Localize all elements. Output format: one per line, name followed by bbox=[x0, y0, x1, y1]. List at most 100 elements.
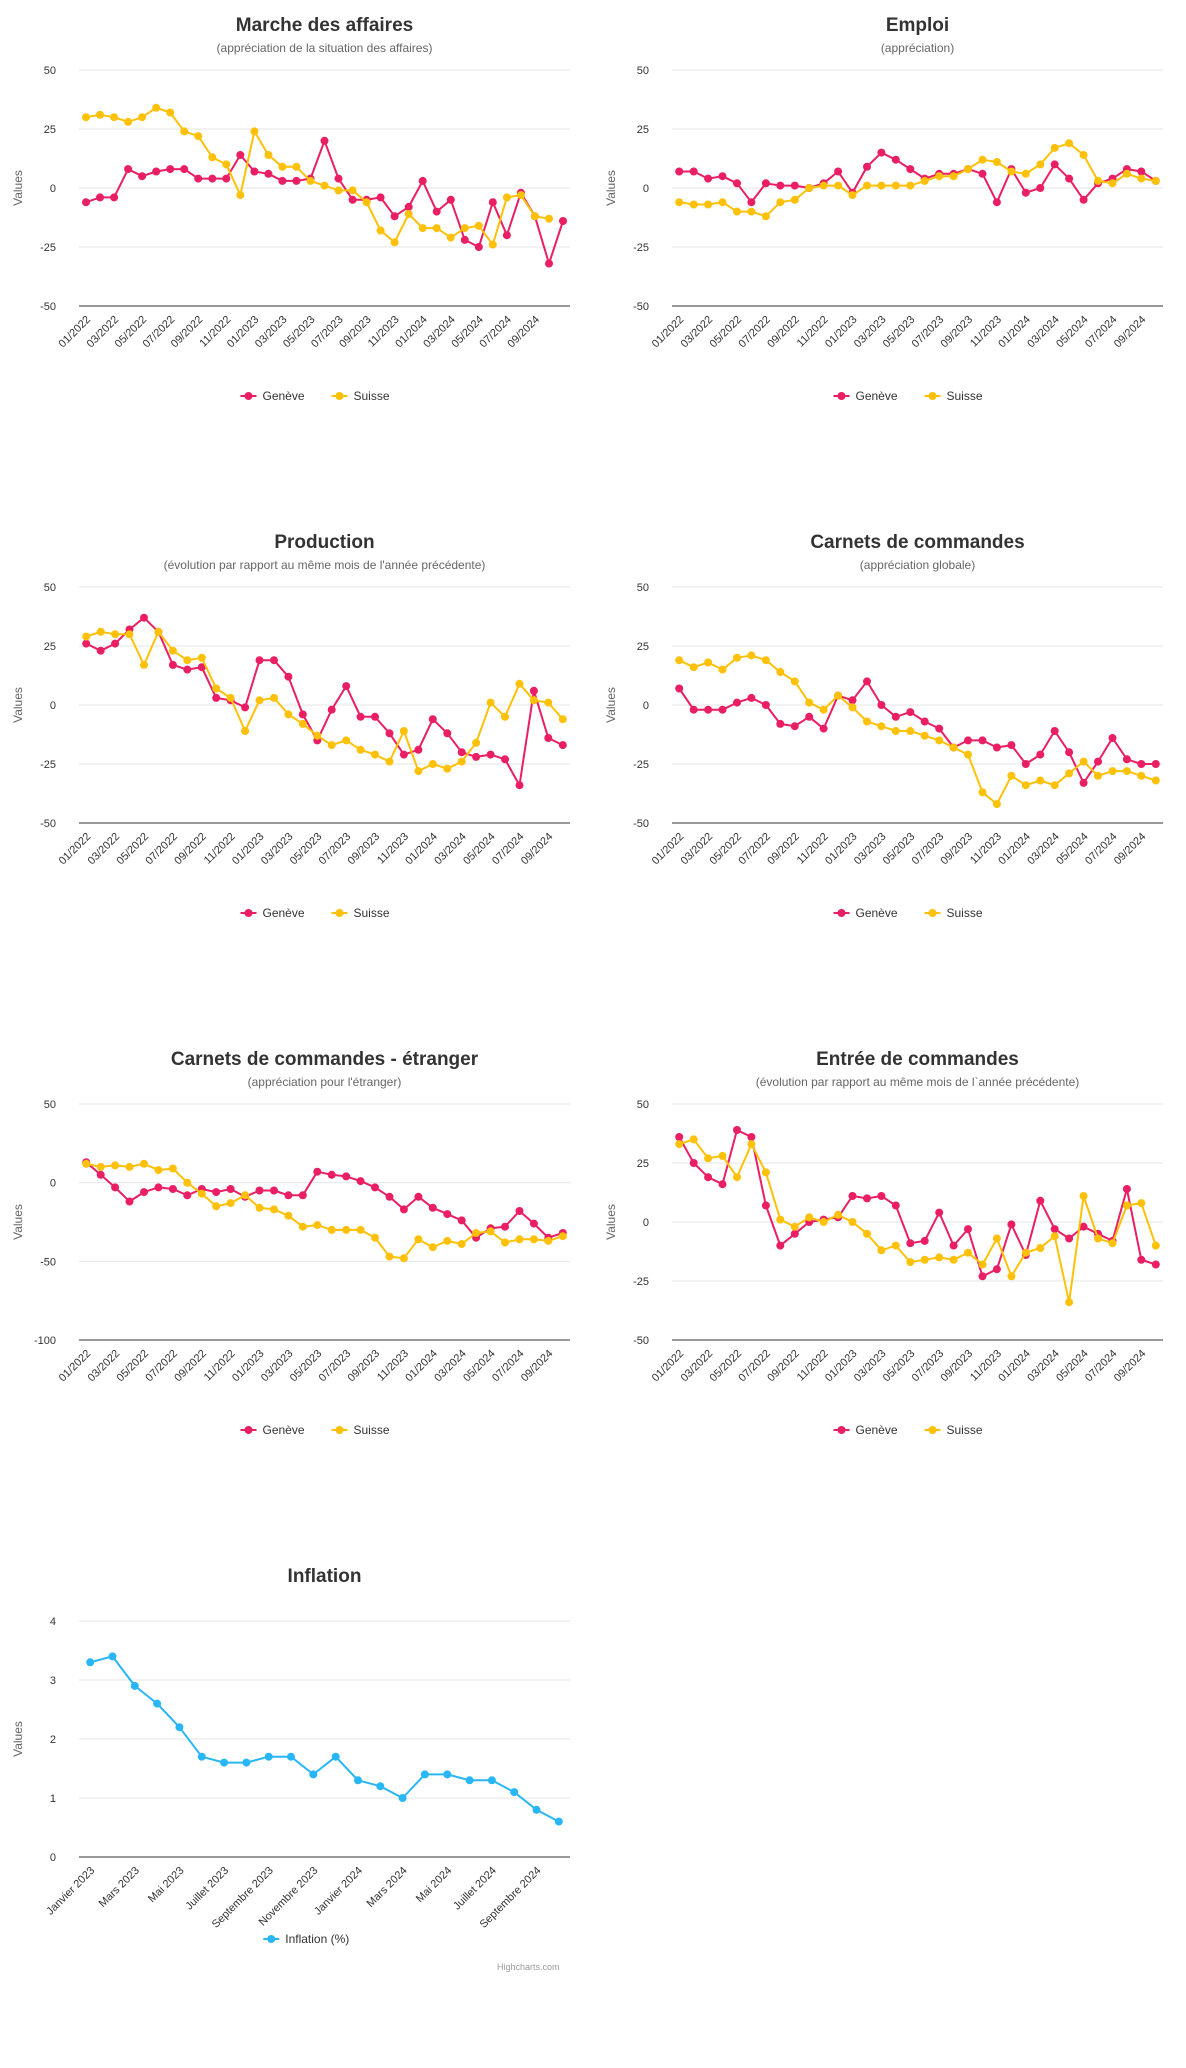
data-point[interactable] bbox=[486, 750, 495, 759]
data-point[interactable] bbox=[935, 1208, 944, 1217]
data-point[interactable] bbox=[689, 705, 698, 714]
legend-item-suisse[interactable]: Suisse bbox=[924, 389, 983, 403]
data-point[interactable] bbox=[465, 1776, 474, 1785]
data-point[interactable] bbox=[501, 1238, 509, 1247]
data-point[interactable] bbox=[949, 1241, 958, 1250]
data-point[interactable] bbox=[472, 1229, 481, 1237]
data-point[interactable] bbox=[704, 174, 713, 183]
data-point[interactable] bbox=[414, 767, 423, 776]
data-point[interactable] bbox=[270, 1205, 278, 1214]
data-point[interactable] bbox=[1079, 1192, 1088, 1200]
data-point[interactable] bbox=[992, 1265, 1001, 1274]
data-point[interactable] bbox=[834, 691, 843, 700]
data-point[interactable] bbox=[532, 1805, 541, 1814]
data-point[interactable] bbox=[776, 1215, 785, 1224]
data-point[interactable] bbox=[278, 176, 287, 185]
data-point[interactable] bbox=[1021, 760, 1030, 768]
data-point[interactable] bbox=[761, 179, 770, 188]
data-point[interactable] bbox=[704, 658, 713, 667]
data-point[interactable] bbox=[920, 176, 929, 185]
data-point[interactable] bbox=[264, 1752, 273, 1761]
data-point[interactable] bbox=[675, 656, 684, 665]
data-point[interactable] bbox=[124, 117, 133, 126]
data-point[interactable] bbox=[502, 193, 511, 202]
data-point[interactable] bbox=[270, 656, 278, 665]
data-point[interactable] bbox=[848, 191, 857, 200]
data-point[interactable] bbox=[1050, 781, 1059, 790]
data-point[interactable] bbox=[1079, 778, 1088, 787]
data-point[interactable] bbox=[327, 1170, 336, 1179]
data-point[interactable] bbox=[236, 191, 245, 200]
data-point[interactable] bbox=[964, 1225, 972, 1234]
data-point[interactable] bbox=[82, 198, 90, 207]
data-point[interactable] bbox=[675, 1140, 684, 1149]
data-point[interactable] bbox=[399, 750, 408, 759]
legend-item-geneve[interactable]: Genève bbox=[833, 389, 898, 403]
data-point[interactable] bbox=[111, 1183, 120, 1192]
data-point[interactable] bbox=[501, 712, 509, 721]
data-point[interactable] bbox=[1151, 176, 1160, 185]
data-point[interactable] bbox=[82, 639, 91, 648]
data-point[interactable] bbox=[747, 1133, 756, 1141]
data-point[interactable] bbox=[96, 110, 104, 119]
data-point[interactable] bbox=[457, 748, 466, 757]
data-point[interactable] bbox=[935, 172, 944, 181]
data-point[interactable] bbox=[790, 195, 799, 204]
data-point[interactable] bbox=[1137, 760, 1146, 768]
data-point[interactable] bbox=[222, 160, 231, 169]
data-point[interactable] bbox=[1137, 167, 1146, 176]
data-point[interactable] bbox=[385, 1192, 394, 1201]
data-point[interactable] bbox=[385, 729, 394, 738]
data-point[interactable] bbox=[935, 724, 944, 733]
data-point[interactable] bbox=[208, 153, 217, 162]
data-point[interactable] bbox=[342, 1172, 351, 1181]
data-point[interactable] bbox=[515, 1235, 524, 1244]
data-point[interactable] bbox=[805, 1213, 814, 1222]
data-point[interactable] bbox=[992, 743, 1001, 752]
data-point[interactable] bbox=[96, 1170, 105, 1179]
data-point[interactable] bbox=[1065, 748, 1074, 757]
data-point[interactable] bbox=[320, 181, 329, 190]
data-point[interactable] bbox=[220, 1758, 229, 1767]
data-point[interactable] bbox=[1122, 1201, 1131, 1210]
data-point[interactable] bbox=[154, 627, 163, 636]
data-point[interactable] bbox=[226, 1185, 235, 1193]
data-point[interactable] bbox=[334, 186, 343, 195]
data-point[interactable] bbox=[212, 1188, 221, 1197]
data-point[interactable] bbox=[819, 181, 828, 190]
data-point[interactable] bbox=[183, 1178, 192, 1187]
data-point[interactable] bbox=[1036, 1196, 1045, 1205]
data-point[interactable] bbox=[935, 736, 944, 745]
data-point[interactable] bbox=[110, 193, 119, 202]
data-point[interactable] bbox=[486, 1227, 495, 1236]
data-point[interactable] bbox=[138, 172, 147, 181]
data-point[interactable] bbox=[790, 677, 799, 686]
data-point[interactable] bbox=[168, 1185, 177, 1193]
data-point[interactable] bbox=[718, 665, 727, 674]
data-point[interactable] bbox=[284, 710, 293, 719]
data-point[interactable] bbox=[1094, 176, 1102, 185]
data-point[interactable] bbox=[242, 1758, 251, 1767]
data-point[interactable] bbox=[805, 698, 814, 707]
data-point[interactable] bbox=[1007, 741, 1016, 750]
data-point[interactable] bbox=[443, 1210, 452, 1219]
data-point[interactable] bbox=[376, 193, 385, 202]
data-point[interactable] bbox=[529, 1235, 538, 1244]
data-point[interactable] bbox=[920, 1255, 929, 1264]
data-point[interactable] bbox=[906, 181, 915, 190]
data-point[interactable] bbox=[194, 174, 203, 183]
data-point[interactable] bbox=[1007, 771, 1016, 780]
data-point[interactable] bbox=[529, 1219, 538, 1228]
data-point[interactable] bbox=[313, 731, 322, 740]
data-point[interactable] bbox=[515, 781, 524, 790]
data-point[interactable] bbox=[1094, 1234, 1102, 1243]
data-point[interactable] bbox=[516, 191, 525, 200]
data-point[interactable] bbox=[348, 186, 357, 195]
data-point[interactable] bbox=[964, 1248, 972, 1257]
data-point[interactable] bbox=[501, 1222, 509, 1231]
data-point[interactable] bbox=[152, 167, 161, 176]
data-point[interactable] bbox=[848, 1192, 857, 1200]
data-point[interactable] bbox=[443, 764, 452, 773]
data-point[interactable] bbox=[906, 727, 915, 735]
data-point[interactable] bbox=[428, 760, 437, 768]
